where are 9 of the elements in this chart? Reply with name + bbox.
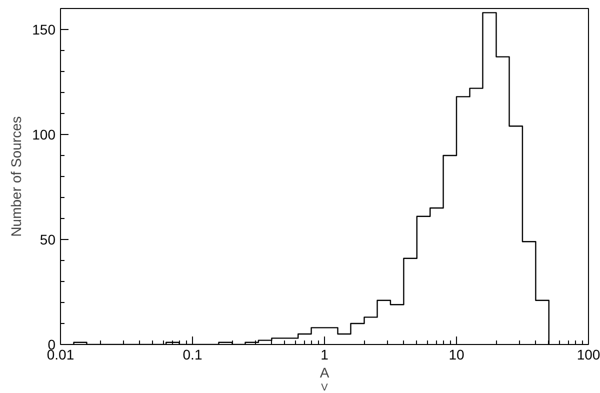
x-tick-label: 1 [320, 346, 329, 362]
x-tick-label: 10 [448, 346, 464, 362]
x-tick-label: 100 [576, 346, 600, 362]
y-tick-label: 100 [32, 126, 56, 142]
x-tick-label: 0.1 [182, 346, 202, 362]
y-tick-label: 50 [40, 232, 56, 248]
y-tick-label: 150 [32, 22, 56, 38]
x-axis-title: AV [320, 364, 330, 393]
y-axis-title: Number of Sources [8, 116, 24, 237]
